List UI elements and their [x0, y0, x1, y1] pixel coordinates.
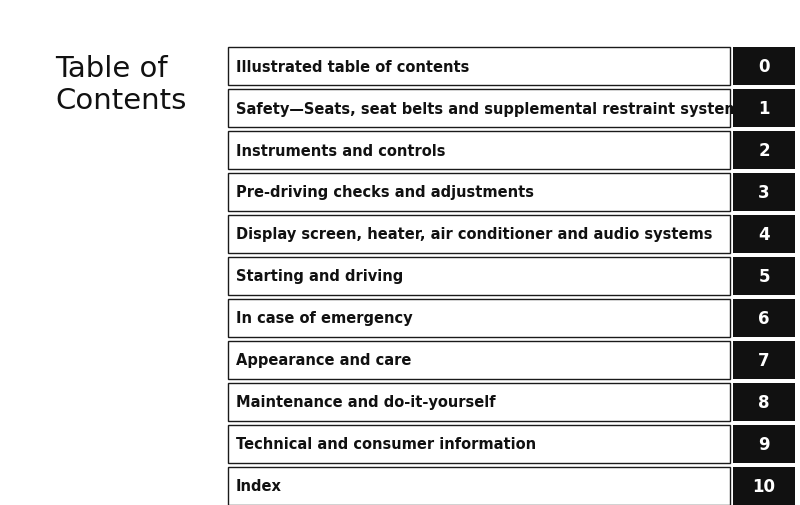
Text: 1: 1 [758, 100, 770, 118]
Text: 9: 9 [758, 435, 770, 453]
Bar [733, 299, 795, 337]
Bar [228, 48, 730, 86]
Text: Instruments and controls: Instruments and controls [236, 143, 446, 158]
Bar [228, 90, 730, 128]
Text: 8: 8 [758, 393, 770, 411]
Text: Illustrated table of contents: Illustrated table of contents [236, 60, 470, 74]
Text: Appearance and care: Appearance and care [236, 353, 411, 368]
Bar [733, 383, 795, 421]
Bar [733, 258, 795, 295]
Text: 2: 2 [758, 142, 770, 160]
Text: Index: Index [236, 479, 282, 493]
Bar [733, 48, 795, 86]
Text: 0: 0 [758, 58, 770, 76]
Text: Display screen, heater, air conditioner and audio systems: Display screen, heater, air conditioner … [236, 227, 713, 242]
Bar [733, 341, 795, 379]
Bar [228, 299, 730, 337]
Text: Table of
Contents: Table of Contents [55, 55, 186, 115]
Text: 3: 3 [758, 184, 770, 201]
Bar [733, 467, 795, 505]
Text: 4: 4 [758, 226, 770, 243]
Text: 7: 7 [758, 351, 770, 369]
Text: In case of emergency: In case of emergency [236, 311, 413, 326]
Bar [228, 258, 730, 295]
Text: Technical and consumer information: Technical and consumer information [236, 437, 536, 451]
Bar [228, 383, 730, 421]
Bar [733, 132, 795, 170]
Text: 6: 6 [758, 310, 770, 327]
Bar [733, 174, 795, 212]
Text: Pre-driving checks and adjustments: Pre-driving checks and adjustments [236, 185, 534, 200]
Text: 10: 10 [753, 477, 775, 495]
Text: Maintenance and do-it-yourself: Maintenance and do-it-yourself [236, 395, 496, 410]
Bar [228, 174, 730, 212]
Text: Safety—Seats, seat belts and supplemental restraint system: Safety—Seats, seat belts and supplementa… [236, 102, 740, 116]
Bar [228, 341, 730, 379]
Text: Starting and driving: Starting and driving [236, 269, 403, 284]
Bar [733, 90, 795, 128]
Bar [733, 216, 795, 254]
Bar [733, 425, 795, 463]
Bar [228, 467, 730, 505]
Text: 5: 5 [758, 268, 770, 285]
Bar [228, 216, 730, 254]
Bar [228, 132, 730, 170]
Bar [228, 425, 730, 463]
